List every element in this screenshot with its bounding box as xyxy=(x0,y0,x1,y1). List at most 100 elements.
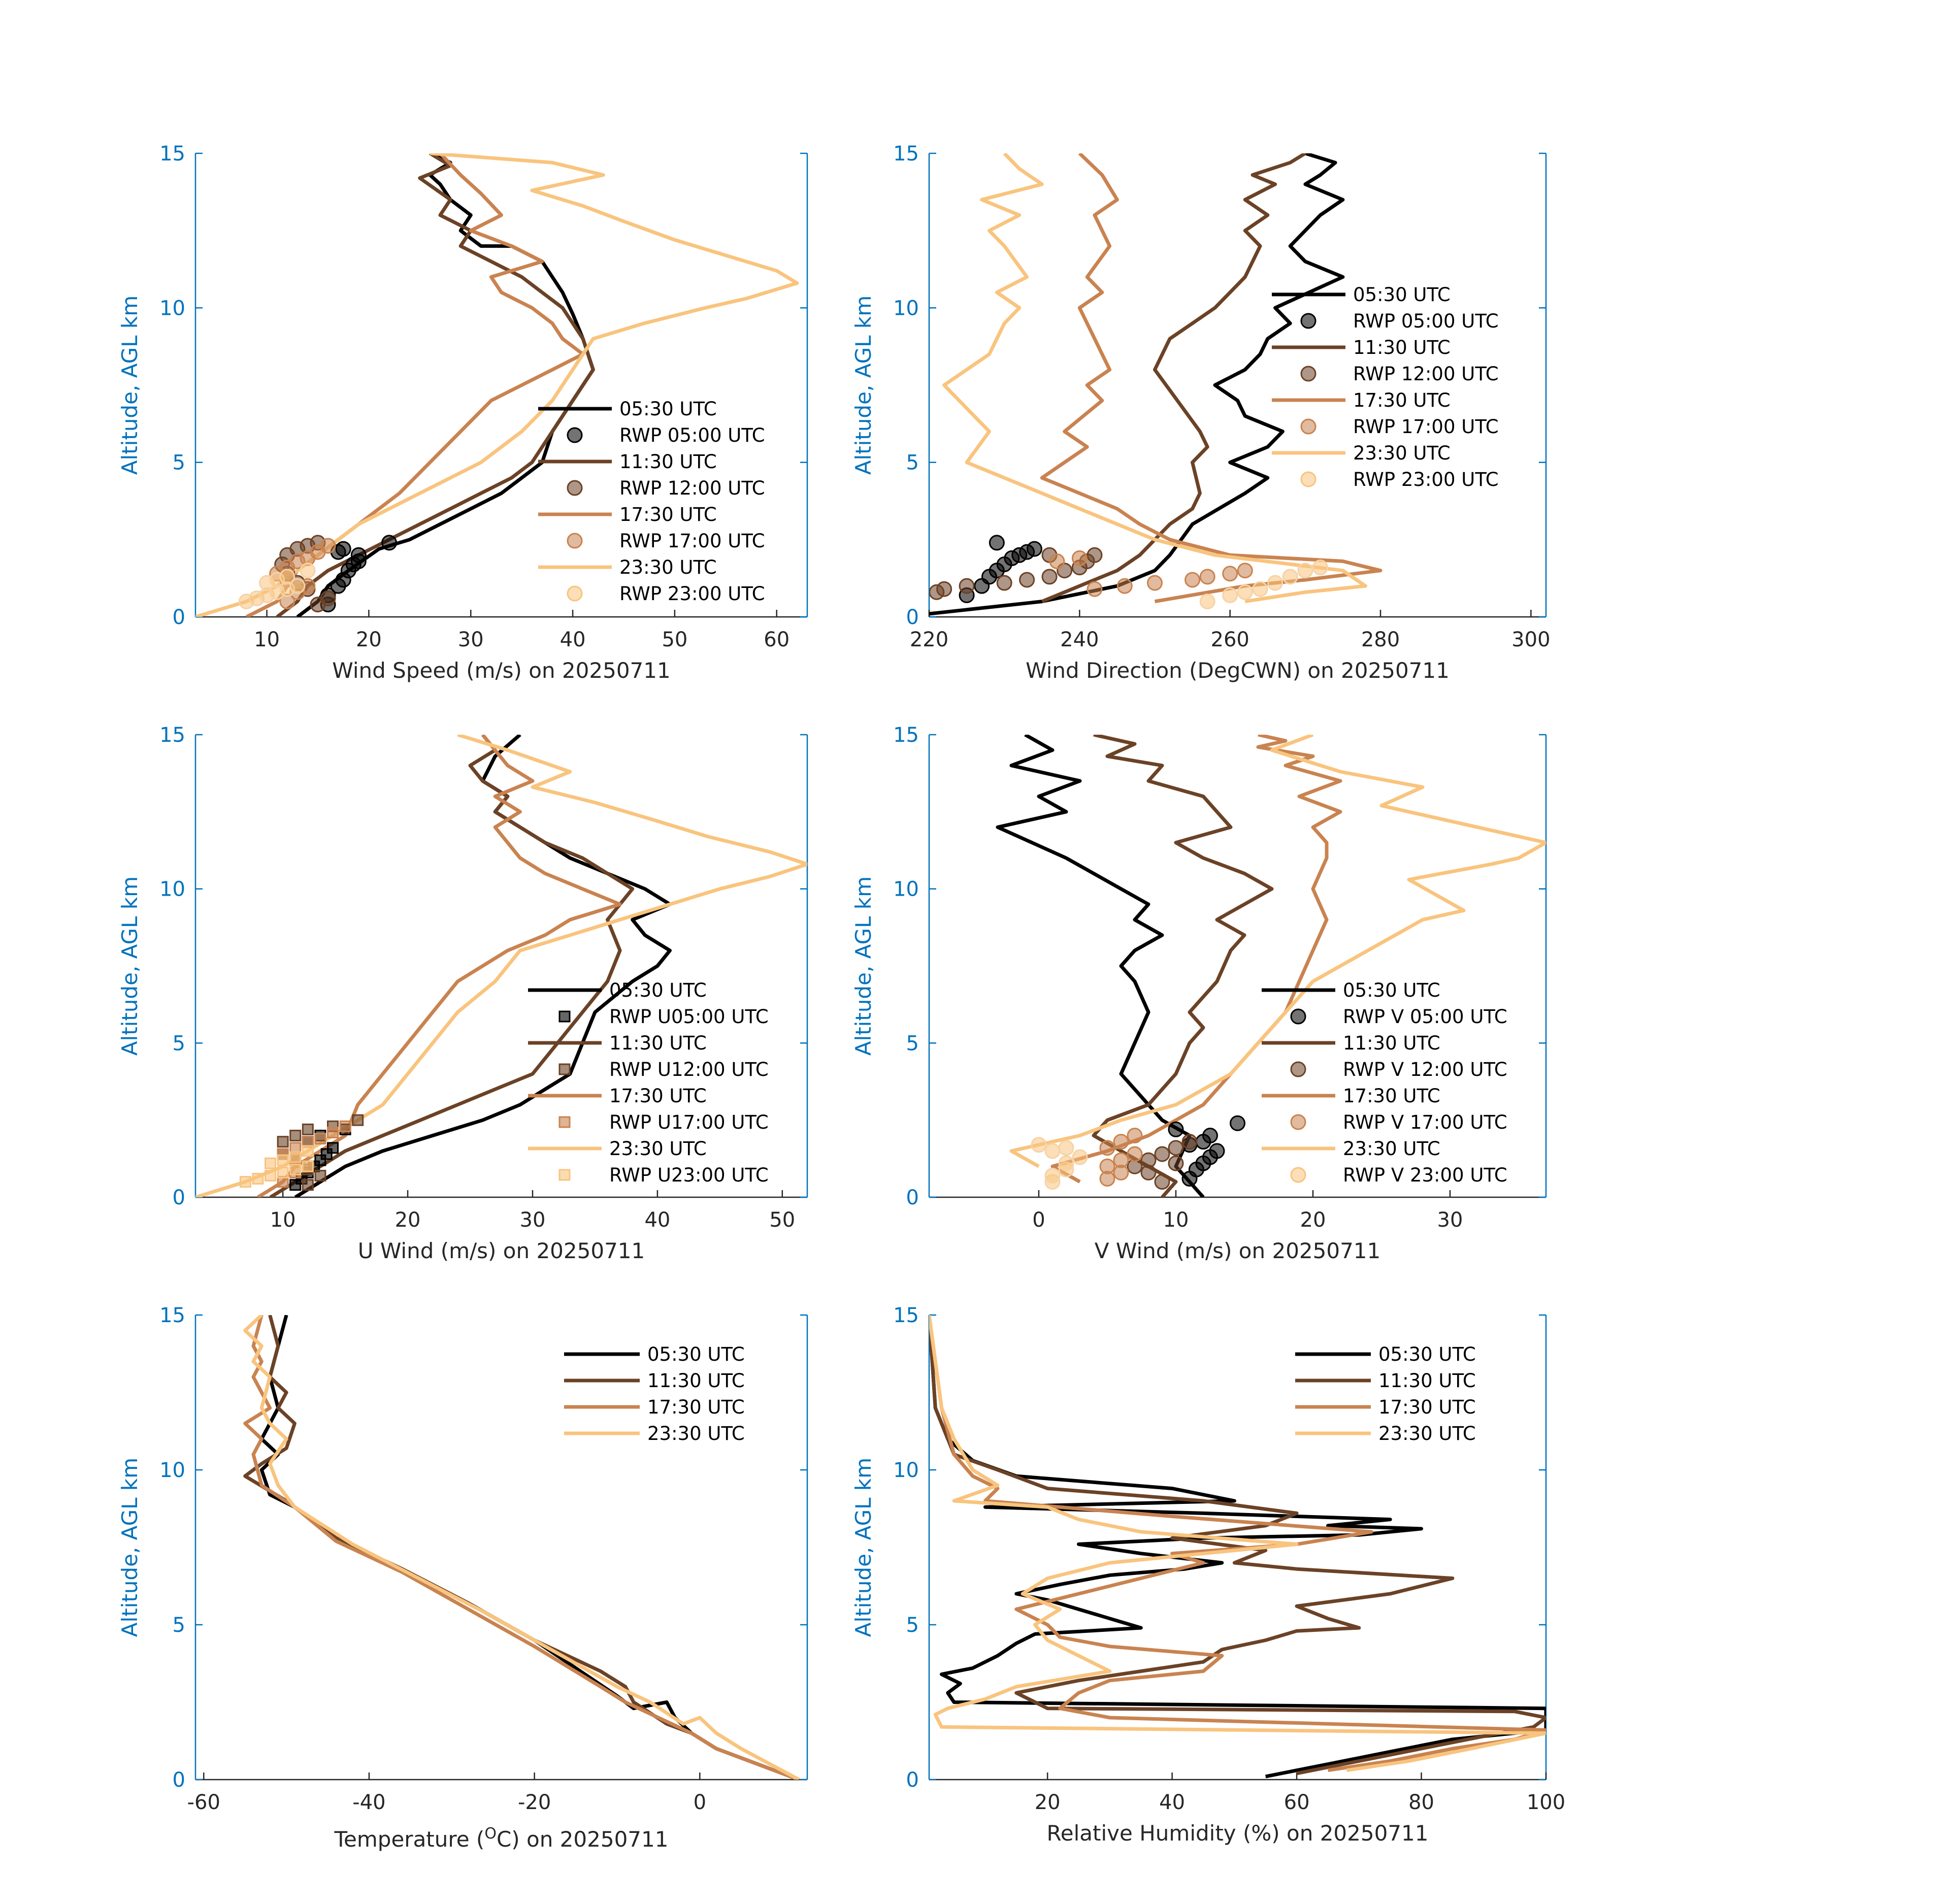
legend-entry-label: 17:30 UTC xyxy=(609,1085,707,1107)
legend-entry-label: 17:30 UTC xyxy=(619,504,717,526)
legend-entry-label: RWP 05:00 UTC xyxy=(619,424,765,446)
legend-entry-label: 17:30 UTC xyxy=(1343,1085,1440,1107)
rwp-marker xyxy=(1026,541,1042,557)
relative-humidity-panel: 0 5 10 15 20 40 60 80 100 Relative Humidity (%) o… xyxy=(851,1304,1565,1846)
rwp-marker xyxy=(252,1173,264,1185)
rwp-marker xyxy=(381,535,398,551)
legend-entry-label: 23:30 UTC xyxy=(1378,1423,1476,1445)
x-tick-label: 20 xyxy=(1300,1208,1326,1232)
legend-marker-swatch xyxy=(1290,1061,1306,1077)
legend-marker-swatch xyxy=(1290,1114,1306,1130)
y-tick-label: 15 xyxy=(159,142,185,166)
rwp-marker xyxy=(1099,1158,1115,1174)
x-tick-label: 0 xyxy=(1032,1208,1045,1232)
rwp-marker xyxy=(1116,578,1133,594)
x-tick-label: 100 xyxy=(1527,1791,1565,1814)
x-tick-label: 40 xyxy=(1159,1791,1185,1814)
rwp-marker xyxy=(1147,575,1163,591)
legend-entry-label: 11:30 UTC xyxy=(619,451,717,473)
legend-marker-swatch xyxy=(1300,366,1316,382)
rwp-marker xyxy=(302,1145,314,1157)
legend-entry-label: 23:30 UTC xyxy=(1353,442,1451,464)
x-tick-label: 20 xyxy=(395,1208,421,1232)
y-tick-label: 0 xyxy=(173,1768,185,1792)
x-tick-label: 30 xyxy=(458,628,484,651)
x-tick-label: 10 xyxy=(254,628,280,651)
legend-entry-label: RWP V 05:00 UTC xyxy=(1343,1006,1507,1028)
profile-line-1130 xyxy=(1092,735,1274,1197)
rwp-marker xyxy=(1154,1174,1170,1190)
legend-entry-label: RWP U05:00 UTC xyxy=(609,1006,769,1028)
temperature-panel: 0 5 10 15 -60 -40 -20 0 Temperature (OC) on 2025… xyxy=(117,1304,808,1852)
rwp-marker xyxy=(350,553,367,569)
rwp-marker xyxy=(936,581,952,597)
y-axis-label: Altitude, AGL km xyxy=(117,876,142,1056)
rwp-marker xyxy=(277,1136,289,1148)
profile-line-0530 xyxy=(929,1315,1546,1779)
x-tick-label: 20 xyxy=(356,628,382,651)
rwp-marker xyxy=(1087,581,1103,597)
legend-entry-label: 23:30 UTC xyxy=(647,1423,745,1445)
rwp-marker xyxy=(1044,1143,1061,1159)
legend-entry-label: 05:30 UTC xyxy=(1378,1343,1476,1365)
legend-entry-label: 17:30 UTC xyxy=(1378,1396,1476,1418)
legend-entry-label: RWP 12:00 UTC xyxy=(1353,363,1499,385)
y-tick-label: 5 xyxy=(906,451,919,475)
plot-area xyxy=(929,153,1383,616)
profile-line-2330 xyxy=(929,1315,1546,1772)
legend: 05:30 UTC RWP V 05:00 UTC 11:30 UTC RWP V 1… xyxy=(1262,979,1507,1186)
rwp-marker xyxy=(327,1126,339,1138)
legend-marker-swatch xyxy=(567,427,583,443)
rwp-marker xyxy=(279,569,295,585)
rwp-marker xyxy=(1099,1140,1115,1156)
y-axis-label: Altitude, AGL km xyxy=(851,1458,876,1637)
rwp-marker xyxy=(277,1154,289,1166)
rwp-marker xyxy=(1113,1152,1129,1168)
legend-marker-swatch xyxy=(1300,418,1316,435)
y-tick-label: 10 xyxy=(159,1459,185,1482)
rwp-marker xyxy=(996,575,1012,591)
profile-line-1730 xyxy=(257,735,622,1197)
rwp-marker xyxy=(314,1169,326,1181)
x-tick-label: 30 xyxy=(520,1208,546,1232)
x-tick-label: 60 xyxy=(1284,1791,1310,1814)
y-tick-label: 10 xyxy=(159,878,185,901)
rwp-marker xyxy=(289,1163,302,1175)
legend-entry-label: 05:30 UTC xyxy=(619,398,717,420)
profile-line-2330 xyxy=(942,153,1367,604)
rwp-marker xyxy=(1019,572,1035,588)
plot-area xyxy=(996,735,1546,1197)
legend-entry-label: RWP V 12:00 UTC xyxy=(1343,1059,1507,1080)
legend-entry-label: RWP 23:00 UTC xyxy=(619,583,765,605)
rwp-marker xyxy=(1140,1152,1157,1168)
profile-line-1730 xyxy=(243,1315,800,1780)
legend-entry-label: 17:30 UTC xyxy=(647,1396,745,1418)
legend-entry-label: 11:30 UTC xyxy=(609,1032,707,1054)
x-tick-label: 260 xyxy=(1211,628,1249,651)
rwp-marker xyxy=(1168,1140,1184,1156)
rwp-marker xyxy=(289,1130,302,1142)
y-tick-label: 0 xyxy=(906,1186,919,1209)
legend-entry-label: RWP V 17:00 UTC xyxy=(1343,1111,1507,1133)
rwp-marker xyxy=(327,1142,339,1154)
rwp-marker xyxy=(289,578,306,594)
x-tick-label: 0 xyxy=(694,1791,706,1814)
legend-entry-label: 23:30 UTC xyxy=(1343,1138,1440,1160)
wind-direction-panel: 0 5 10 15 220 240 260 280 300 Wind Direction (Deg… xyxy=(851,142,1551,683)
rwp-marker xyxy=(1312,560,1328,576)
rwp-marker xyxy=(289,1151,302,1163)
rwp-marker xyxy=(1072,1149,1088,1165)
y-tick-label: 5 xyxy=(173,1032,185,1055)
legend-entry-label: 11:30 UTC xyxy=(1378,1370,1476,1392)
y-tick-label: 0 xyxy=(173,606,185,629)
x-tick-label: 220 xyxy=(910,628,948,651)
y-tick-label: 0 xyxy=(906,1768,919,1792)
rwp-marker xyxy=(1252,581,1268,597)
rwp-marker xyxy=(1202,1128,1218,1144)
profile-line-1730 xyxy=(1050,735,1342,1184)
rwp-marker xyxy=(339,1120,351,1132)
x-tick-label: 300 xyxy=(1511,628,1550,651)
y-tick-label: 5 xyxy=(173,1614,185,1637)
legend-entry-label: 11:30 UTC xyxy=(1353,337,1451,358)
rwp-marker xyxy=(1058,1155,1074,1171)
